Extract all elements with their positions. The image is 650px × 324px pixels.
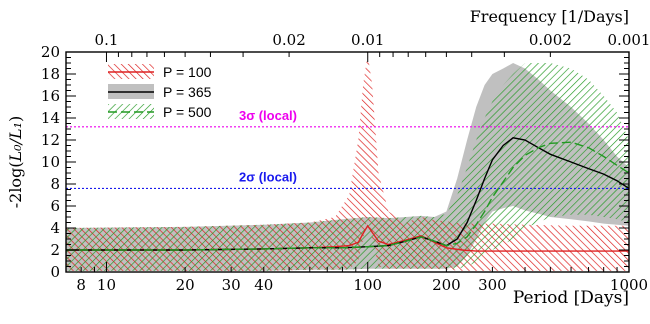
legend: P = 100 P = 365 P = 500 bbox=[108, 64, 212, 120]
top-tick-label: 0.02 bbox=[272, 31, 305, 49]
x-axis-ticks: 8 10 20 30 40 100 200 300 1000 bbox=[65, 262, 648, 294]
y-tick-label: 8 bbox=[50, 175, 60, 193]
x-tick-label: 300 bbox=[478, 276, 507, 294]
uncertainty-bands bbox=[66, 54, 629, 271]
series-mean-lines bbox=[66, 137, 629, 252]
y-tick-label: 20 bbox=[41, 43, 60, 61]
y-tick-label: 0 bbox=[50, 263, 60, 281]
x-tick-label: 20 bbox=[176, 276, 195, 294]
y-tick-label: 12 bbox=[41, 131, 60, 149]
y-tick-label: 14 bbox=[41, 109, 60, 127]
top-tick-label: 0.001 bbox=[608, 31, 650, 49]
y-tick-label: 10 bbox=[41, 153, 60, 171]
significance-lines bbox=[66, 126, 629, 189]
band-p-500 bbox=[66, 63, 629, 271]
reference-label-1: 3σ (local) bbox=[239, 108, 297, 123]
y-axis-ticks: 0 2 4 6 8 10 12 14 16 18 20 bbox=[41, 43, 629, 281]
significance-labels: 3σ (local) 2σ (local) bbox=[239, 108, 297, 185]
y-tick-label: 6 bbox=[50, 197, 60, 215]
legend-label-p-365: P = 365 bbox=[163, 84, 212, 100]
x-tick-label: 30 bbox=[222, 276, 241, 294]
x-axis-label: Period [Days] bbox=[513, 288, 629, 308]
legend-swatch-p-500 bbox=[108, 104, 154, 119]
y-tick-label: 2 bbox=[50, 241, 60, 259]
legend-label-p-100: P = 100 bbox=[163, 64, 212, 80]
y-tick-label: 4 bbox=[50, 219, 60, 237]
x-tick-label: 40 bbox=[254, 276, 273, 294]
y-tick-label: 18 bbox=[41, 65, 60, 83]
y-axis-label: -2log(L₀/L₁) bbox=[6, 116, 25, 209]
top-axis-ticks: 0.1 0.02 0.01 0.002 0.001 bbox=[95, 31, 650, 62]
x-tick-label: 1000 bbox=[610, 276, 648, 294]
top-tick-label: 0.01 bbox=[351, 31, 384, 49]
top-tick-label: 0.002 bbox=[529, 31, 572, 49]
top-axis-label: Frequency [1/Days] bbox=[470, 7, 629, 26]
legend-label-p-500: P = 500 bbox=[163, 104, 212, 120]
x-tick-label: 8 bbox=[76, 276, 86, 294]
x-tick-label: 200 bbox=[432, 276, 461, 294]
mean-line-p-500 bbox=[66, 141, 629, 251]
x-tick-label: 100 bbox=[353, 276, 382, 294]
x-tick-label: 10 bbox=[97, 276, 116, 294]
reference-label-2: 2σ (local) bbox=[239, 169, 297, 184]
y-tick-label: 16 bbox=[41, 87, 60, 105]
top-tick-label: 0.1 bbox=[95, 31, 119, 49]
